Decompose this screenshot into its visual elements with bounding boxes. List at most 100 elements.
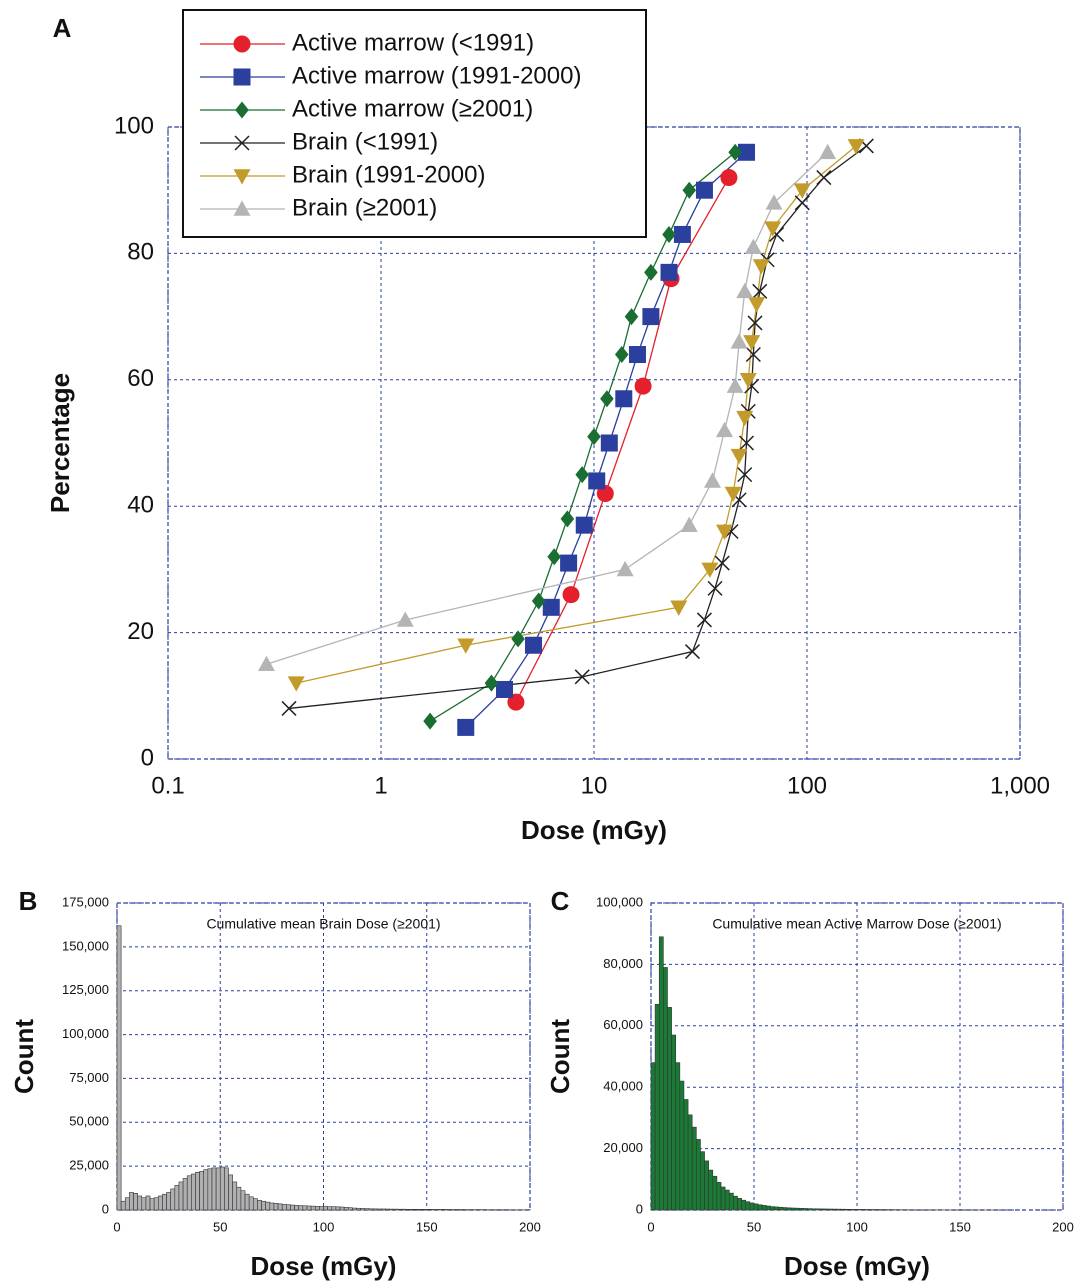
y-tick-label: 75,000 [69, 1070, 109, 1085]
bar [856, 1209, 862, 1211]
marker [716, 524, 734, 540]
bar [823, 1208, 829, 1211]
bar [306, 1205, 312, 1211]
bar [733, 1195, 738, 1211]
bar [252, 1198, 258, 1211]
marker [701, 562, 719, 578]
bar [195, 1171, 200, 1211]
marker [495, 680, 513, 698]
bar [207, 1168, 213, 1211]
marker [724, 486, 742, 503]
legend-marker [233, 68, 251, 86]
marker [730, 333, 748, 349]
legend-label: Active marrow (1991-2000) [292, 62, 581, 89]
marker [588, 472, 606, 490]
bar [347, 1207, 353, 1211]
marker [457, 638, 475, 654]
legend-marker [233, 169, 251, 185]
y-tick-label: 20,000 [603, 1140, 643, 1155]
bar [162, 1193, 167, 1211]
bar [331, 1206, 337, 1211]
bar [778, 1206, 784, 1211]
bar [807, 1208, 812, 1211]
marker [575, 516, 593, 534]
bar [840, 1208, 845, 1211]
bar [737, 1198, 742, 1211]
marker [726, 377, 744, 393]
y-tick-label: 25,000 [69, 1158, 109, 1173]
x-tick-label: 50 [213, 1219, 227, 1234]
bar [232, 1181, 238, 1211]
bar [360, 1208, 366, 1211]
marker [684, 644, 701, 660]
y-tick-label: 125,000 [62, 982, 109, 997]
legend-marker [235, 101, 249, 119]
marker [682, 181, 697, 199]
y-tick-label: 150,000 [62, 938, 109, 953]
bar [654, 1004, 660, 1211]
panel-label: A [53, 13, 72, 43]
bar [166, 1192, 171, 1211]
bar [381, 1208, 386, 1211]
series-line [515, 177, 730, 703]
bar [414, 1208, 419, 1211]
bar [397, 1208, 403, 1211]
bar [803, 1208, 808, 1211]
y-tick-label: 0 [102, 1201, 109, 1216]
bar [712, 1175, 718, 1211]
bar [860, 1209, 866, 1211]
marker [511, 630, 525, 648]
marker [703, 472, 721, 488]
marker [644, 263, 658, 281]
bar [749, 1202, 755, 1211]
legend-label: Brain (<1991) [292, 128, 438, 155]
marker [615, 390, 633, 408]
bar [211, 1167, 217, 1211]
bar [323, 1206, 328, 1211]
bar [170, 1188, 176, 1211]
bar [257, 1200, 262, 1211]
bar [265, 1201, 271, 1211]
x-tick-label: 50 [747, 1219, 761, 1234]
marker [562, 586, 580, 604]
bar [356, 1207, 361, 1211]
marker [738, 435, 755, 451]
x-tick-label: 100 [846, 1219, 868, 1234]
bar [191, 1173, 196, 1211]
bar [728, 1192, 734, 1211]
bar [149, 1198, 155, 1211]
marker [794, 195, 810, 211]
bar [724, 1189, 730, 1211]
bar [294, 1205, 300, 1211]
bar [434, 1209, 440, 1211]
marker [547, 548, 561, 566]
marker [614, 346, 629, 364]
bar [720, 1186, 726, 1211]
x-tick-label: 200 [1052, 1219, 1074, 1234]
bar [158, 1195, 163, 1211]
bar [757, 1204, 763, 1211]
marker [748, 297, 766, 313]
bar [269, 1202, 275, 1211]
bar [401, 1208, 407, 1211]
y-tick-label: 100,000 [596, 894, 643, 909]
marker [765, 194, 783, 210]
bar [442, 1209, 448, 1211]
bar [761, 1205, 767, 1211]
bar [409, 1208, 415, 1211]
marker [484, 674, 499, 692]
marker [737, 467, 753, 483]
bar [663, 967, 668, 1211]
marker [525, 636, 543, 654]
bar [286, 1204, 291, 1211]
bar [799, 1208, 804, 1211]
annotation: Cumulative mean Active Marrow Dose (≥200… [712, 916, 1001, 932]
x-tick-label: 100 [313, 1219, 335, 1234]
x-tick-label: 150 [949, 1219, 971, 1234]
bar [658, 936, 664, 1211]
bar [372, 1208, 378, 1211]
marker [847, 139, 865, 155]
panel-label: B [19, 886, 38, 916]
bar [240, 1190, 246, 1211]
marker [600, 390, 614, 408]
